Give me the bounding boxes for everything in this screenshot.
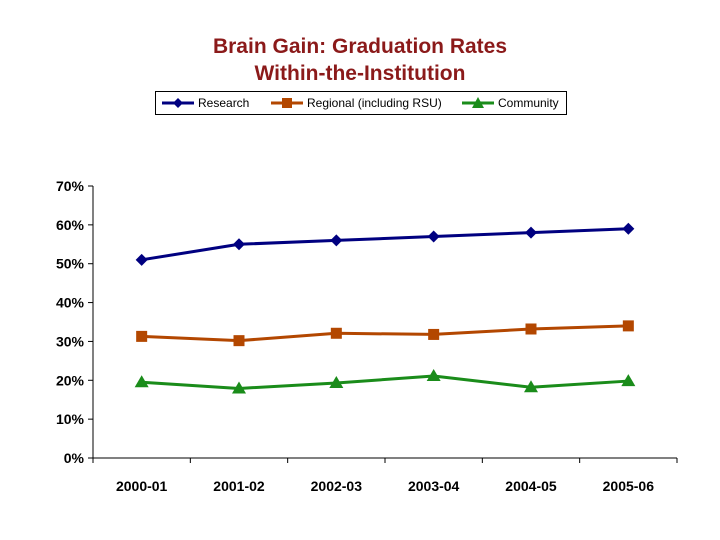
data-point-research xyxy=(135,253,148,266)
data-point-regional xyxy=(330,327,342,339)
x-tick-label: 2000-01 xyxy=(116,478,168,494)
data-point-regional xyxy=(525,323,537,335)
y-tick-label: 30% xyxy=(56,333,85,349)
legend-marker-research xyxy=(173,98,183,108)
series-line-regional xyxy=(141,324,629,343)
x-tick-label: 2001-02 xyxy=(213,478,265,494)
data-point-community xyxy=(232,381,246,394)
data-point-community xyxy=(426,369,441,382)
y-tick-label: 10% xyxy=(56,411,85,427)
y-tick-label: 60% xyxy=(56,217,85,233)
data-point-research xyxy=(330,234,343,247)
y-tick-label: 40% xyxy=(56,295,85,311)
data-point-regional xyxy=(233,335,245,347)
x-tick-label: 2004-05 xyxy=(505,478,557,494)
y-tick-label: 50% xyxy=(56,256,85,272)
legend-marker-community xyxy=(472,97,484,108)
y-tick-label: 70% xyxy=(56,178,85,194)
legend-label-research: Research xyxy=(198,96,250,110)
x-tick-label: 2005-06 xyxy=(603,478,655,494)
data-point-community xyxy=(524,380,538,393)
data-point-research xyxy=(233,238,245,251)
data-point-research xyxy=(525,226,537,239)
data-point-regional xyxy=(136,330,148,342)
legend-markers xyxy=(162,97,494,108)
legend-label-community: Community xyxy=(498,96,559,110)
x-tick-label: 2002-03 xyxy=(311,478,363,494)
y-tick-label: 0% xyxy=(64,450,85,466)
data-point-community xyxy=(621,374,636,387)
data-point-community xyxy=(329,376,344,389)
x-tick-label: 2003-04 xyxy=(408,478,460,494)
legend-marker-regional xyxy=(282,98,292,108)
chart-axes: 0% 10% 20% 30% 40% 50% 60% 70% 2000-01 2001-02 200… xyxy=(56,178,678,494)
data-point-research xyxy=(622,222,635,235)
data-point-community xyxy=(134,375,149,388)
chart-legend: Research Regional (including RSU) Commun… xyxy=(155,91,567,115)
plot-area xyxy=(134,222,636,394)
series-line-research xyxy=(141,227,629,262)
chart-title-line-1: Brain Gain: Graduation Rates xyxy=(212,35,508,58)
data-point-regional xyxy=(622,320,634,332)
series-line-community xyxy=(141,374,629,390)
legend-label-regional: Regional (including RSU) xyxy=(307,96,442,110)
y-tick-label: 20% xyxy=(56,372,85,388)
data-point-research xyxy=(427,230,440,243)
data-point-regional xyxy=(428,328,440,340)
chart-title-line-2: Within-the-Institution xyxy=(254,62,466,85)
